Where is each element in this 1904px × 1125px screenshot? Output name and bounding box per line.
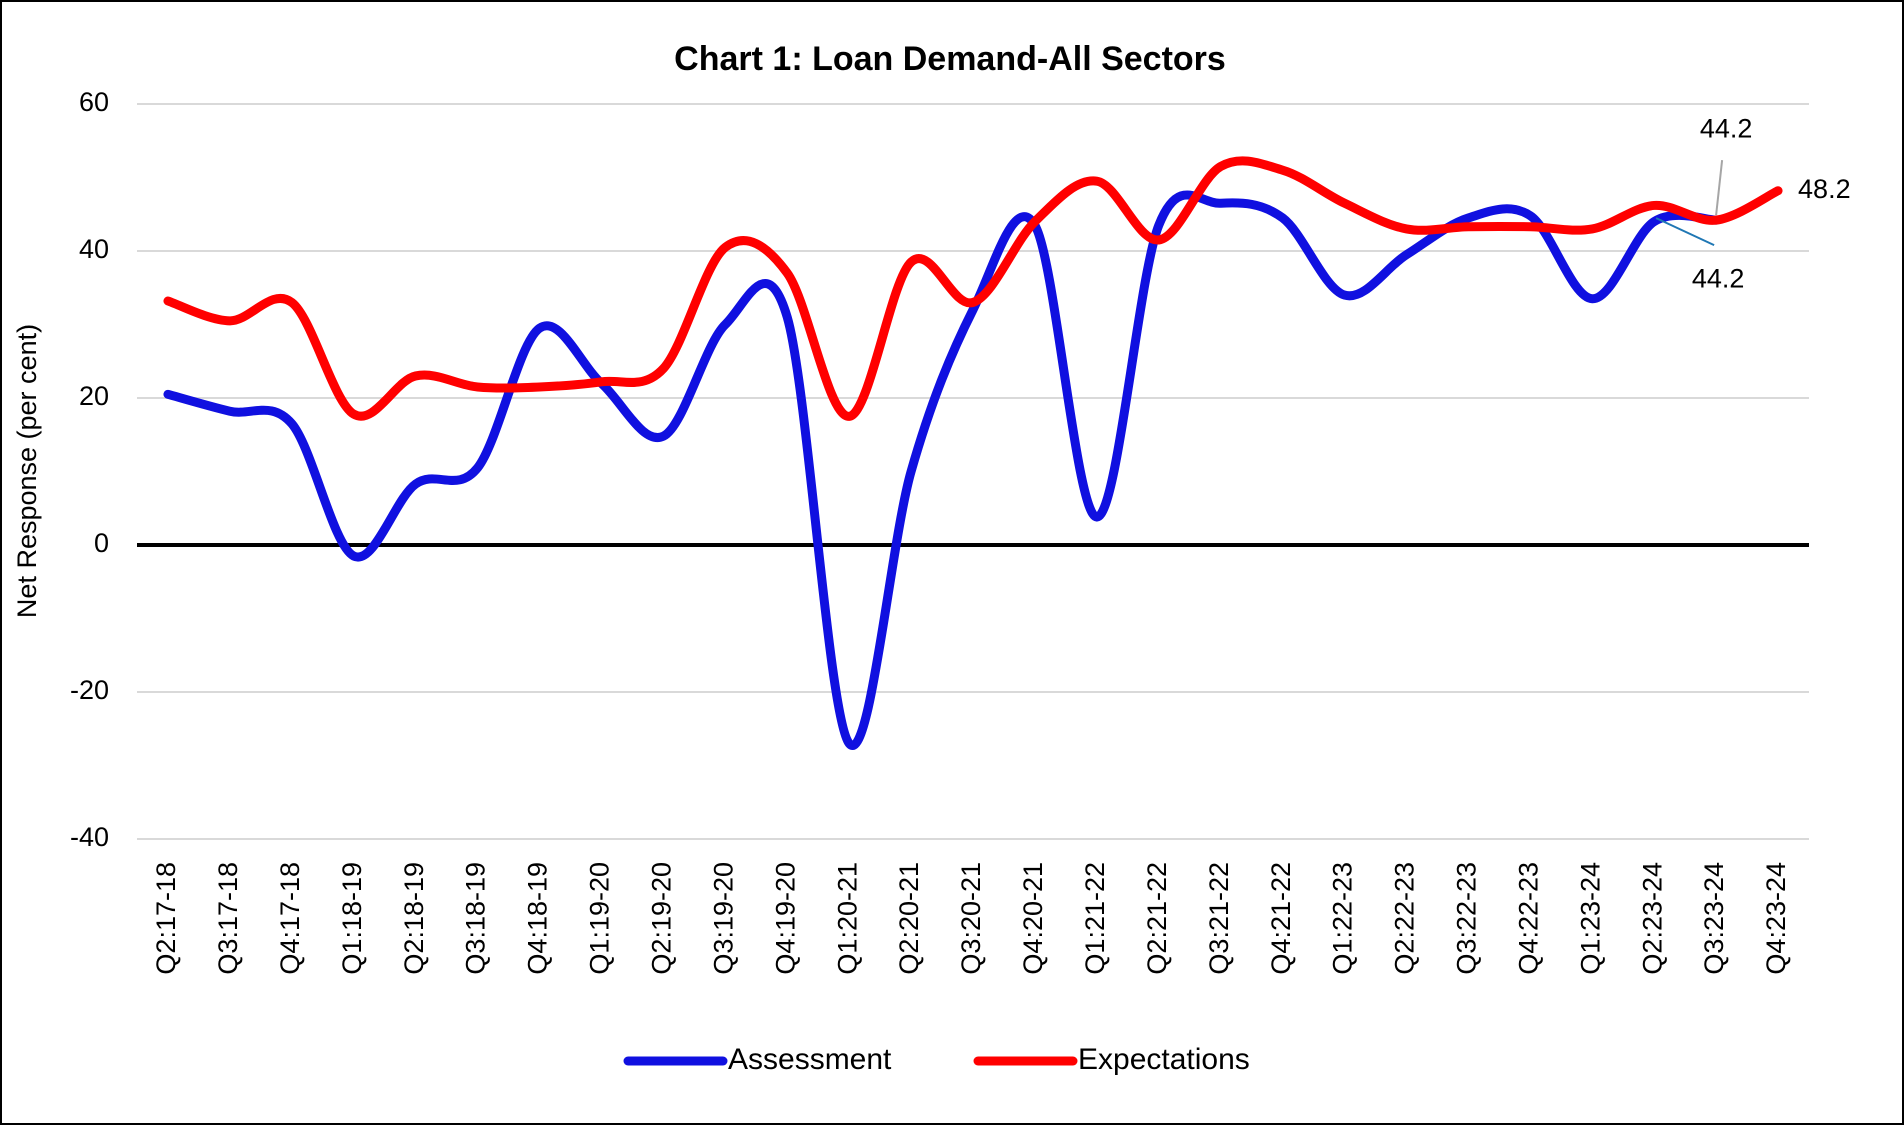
y-tick-label: -20 [70,675,109,705]
x-tick-label: Q2:19-20 [646,862,676,975]
x-tick-label: Q4:22-23 [1513,862,1543,975]
legend-label: Assessment [728,1043,892,1076]
leader-line [1715,160,1724,216]
x-tick-label: Q2:21-22 [1142,862,1172,975]
x-tick-label: Q4:23-24 [1761,862,1791,975]
legend-label: Expectations [1078,1043,1250,1076]
x-tick-label: Q1:23-24 [1575,862,1605,975]
x-tick-label: Q1:22-23 [1328,862,1358,975]
y-tick-label: 0 [94,528,109,558]
chart-title: Chart 1: Loan Demand-All Sectors [674,40,1226,78]
x-tick-label: Q2:23-24 [1637,862,1667,975]
x-tick-label: Q2:20-21 [894,862,924,975]
y-tick-label: 60 [79,87,109,117]
y-tick-label: 40 [79,234,109,264]
x-tick-label: Q4:21-22 [1266,862,1296,975]
x-tick-label: Q1:20-21 [832,862,862,975]
x-tick-label: Q1:21-22 [1080,862,1110,975]
x-tick-label: Q1:19-20 [585,862,615,975]
x-tick-label: Q3:19-20 [708,862,738,975]
data-label: 48.2 [1798,174,1851,204]
leader-line [1655,217,1715,247]
x-tick-label: Q4:17-18 [275,862,305,975]
y-axis-label: Net Response (per cent) [12,324,42,618]
x-tick-label: Q3:18-19 [461,862,491,975]
x-tick-label: Q3:17-18 [213,862,243,975]
x-tick-label: Q2:22-23 [1390,862,1420,975]
x-tick-label: Q2:18-19 [399,862,429,975]
x-tick-label: Q3:21-22 [1204,862,1234,975]
series-line [163,156,1783,421]
x-tick-label: Q3:23-24 [1699,862,1729,975]
x-tick-label: Q2:17-18 [151,862,181,975]
x-tick-label: Q3:22-23 [1452,862,1482,975]
x-tick-label: Q3:20-21 [956,862,986,975]
data-label: 44.2 [1692,263,1745,293]
y-tick-label: -40 [70,822,109,852]
y-tick-label: 20 [79,381,109,411]
x-tick-label: Q4:20-21 [1018,862,1048,975]
x-tick-label: Q4:19-20 [770,862,800,975]
x-tick-label: Q1:18-19 [337,862,367,975]
series-line [163,190,1721,750]
data-label: 44.2 [1700,113,1753,143]
x-tick-label: Q4:18-19 [523,862,553,975]
